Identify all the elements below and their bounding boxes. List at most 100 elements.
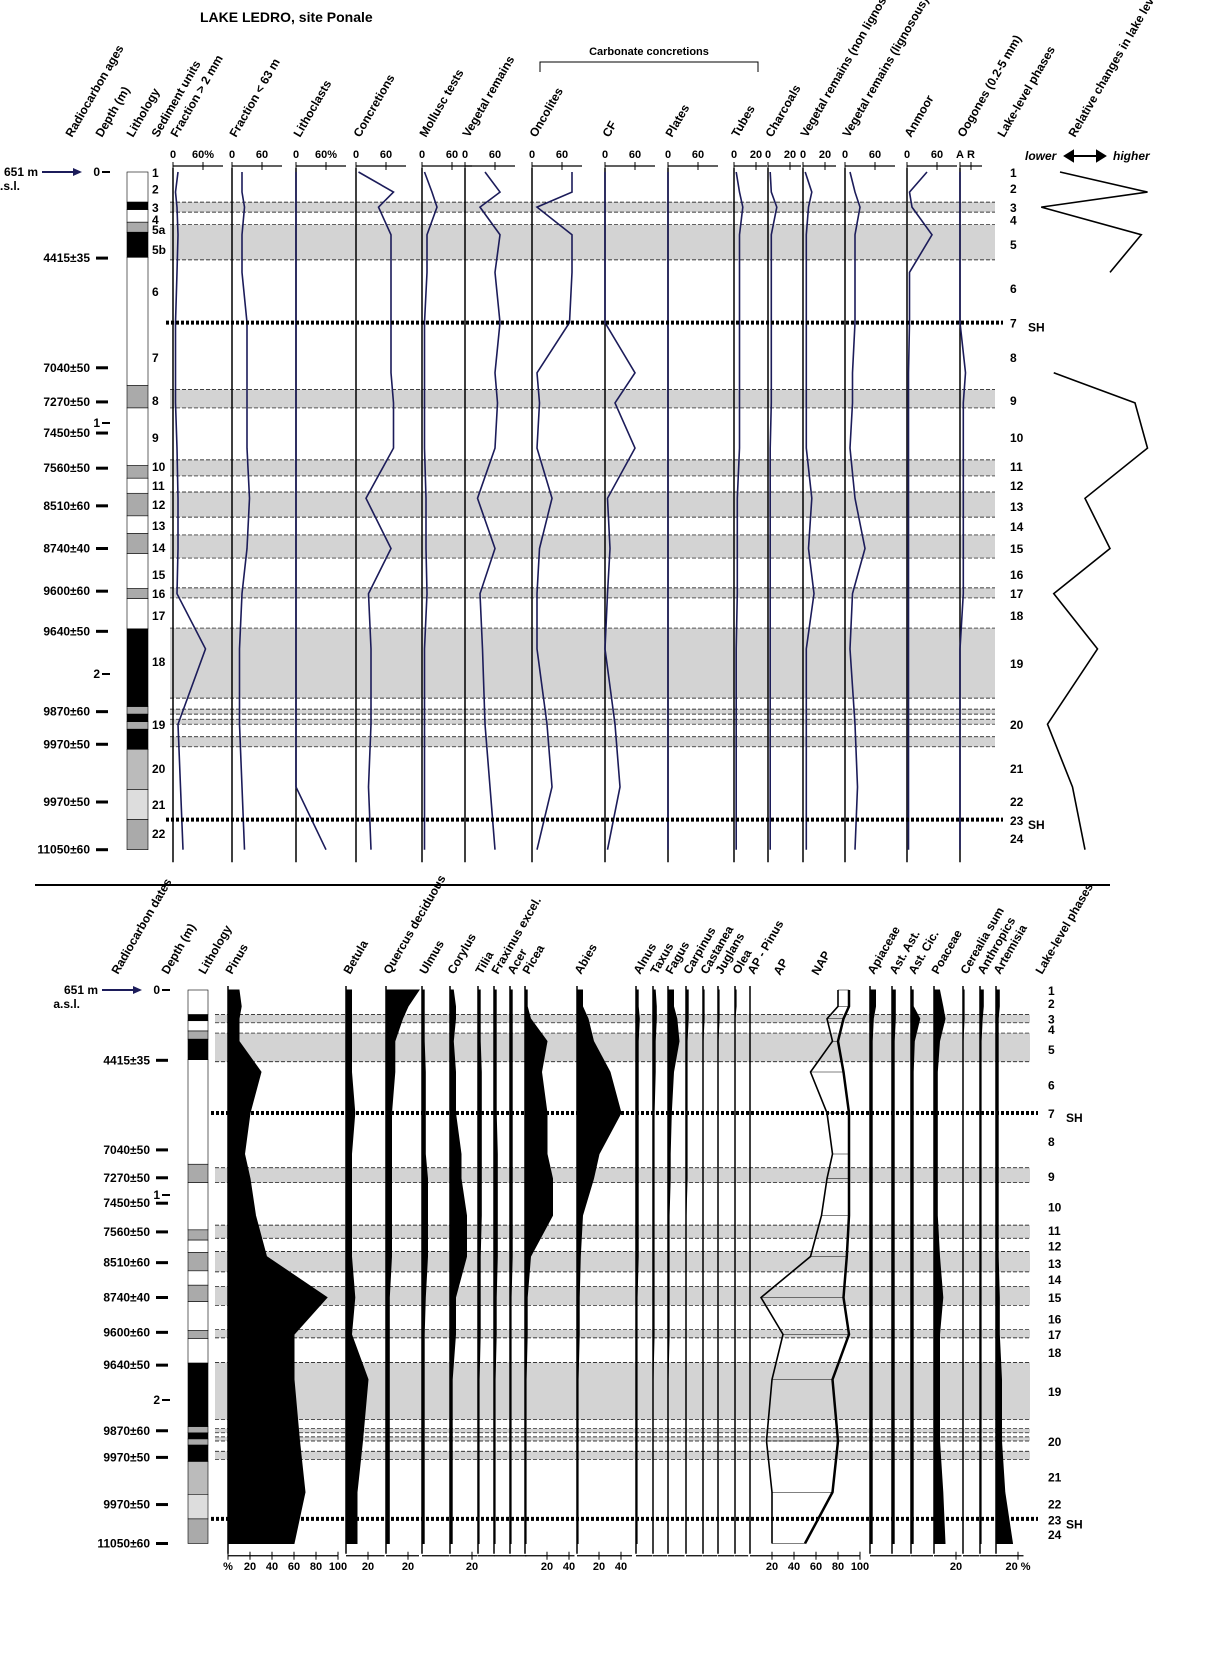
depth-tick-label: 1 [93, 416, 100, 430]
lake-phase-note: SH [1066, 1517, 1083, 1531]
lithology-segment [187, 989, 209, 1015]
radiocarbon-date: 7450±50 [103, 1196, 150, 1210]
sediment-unit: 5a [152, 223, 166, 237]
lake-phase: 17 [1010, 587, 1024, 601]
proxy-curve [959, 172, 967, 850]
lake-phase: 15 [1048, 1291, 1062, 1305]
column-header: Fraction < 63 m [226, 56, 282, 140]
sediment-unit: 22 [152, 827, 166, 841]
sediment-unit: 20 [152, 762, 166, 776]
x-tick-label: 0 [842, 149, 848, 161]
lithology-segment [187, 1163, 209, 1184]
x-tick-label: 0 [731, 149, 737, 161]
radiocarbon-date: 9870±60 [43, 705, 90, 719]
sediment-unit: 5b [152, 243, 166, 257]
radiocarbon-date: 9970±50 [103, 1450, 150, 1464]
shaded-band [170, 587, 995, 598]
radiocarbon-date: 8740±40 [103, 1291, 150, 1305]
sediment-unit: 19 [152, 718, 166, 732]
x-tick-label: 60 [931, 149, 943, 161]
column-header: Depth (m) [158, 921, 198, 976]
lake-phase: 19 [1010, 657, 1024, 671]
x-tick-label: % [223, 1561, 233, 1573]
lake-phase: 12 [1010, 479, 1024, 493]
lithology-segment [187, 1270, 209, 1286]
shaded-band [215, 1033, 1030, 1062]
pollen-curve [576, 989, 622, 1544]
x-tick-label: 60 [629, 149, 641, 161]
lithology-segment [126, 628, 149, 707]
pollen-curve [869, 989, 876, 1544]
lake-phase: 9 [1048, 1170, 1055, 1184]
pollen-curve [652, 989, 657, 1544]
lake-phase: 15 [1010, 542, 1024, 556]
radiocarbon-date: 9970±50 [103, 1498, 150, 1512]
pollen-curve [995, 989, 1014, 1544]
lithology-segment [187, 1030, 209, 1040]
lake-phase: 7 [1010, 317, 1017, 331]
radiocarbon-date: 7040±50 [103, 1143, 150, 1157]
radiocarbon-date: 11050±60 [37, 843, 90, 857]
lake-phase: 5 [1048, 1043, 1055, 1057]
x-tick-label: 0 [353, 149, 359, 161]
shaded-band [215, 1436, 1030, 1441]
radiocarbon-date: 7450±50 [43, 426, 90, 440]
lake-phase: 4 [1010, 214, 1017, 228]
lake-phase: 6 [1010, 282, 1017, 296]
x-tick-label: 20 [402, 1561, 414, 1573]
column-header: Abies [571, 941, 600, 977]
lake-phase: 8 [1010, 351, 1017, 365]
lake-phase: 13 [1010, 500, 1024, 514]
lake-phase: 14 [1048, 1273, 1062, 1287]
lithology-segment [126, 209, 149, 223]
shaded-band [170, 202, 995, 213]
column-header: Ulmus [416, 937, 447, 976]
lithology-segment [126, 515, 149, 534]
elevation-unit: a.s.l. [0, 179, 20, 193]
pollen-curve [910, 989, 921, 1544]
column-header: Plates [662, 102, 692, 140]
lake-phase: 18 [1010, 609, 1024, 623]
lithology-segment [187, 1518, 209, 1544]
lake-phase: 10 [1048, 1200, 1062, 1214]
x-tick-label: R [967, 149, 975, 161]
radiocarbon-date: 9970±50 [43, 795, 90, 809]
sediment-unit: 6 [152, 285, 159, 299]
sediment-unit: 17 [152, 609, 166, 623]
lake-phase: 3 [1048, 1013, 1055, 1027]
sediment-unit: 10 [152, 460, 166, 474]
x-tick-label: 0 [904, 149, 910, 161]
lithology-segment [126, 789, 149, 820]
lithology-segment [187, 1338, 209, 1364]
lake-phase: 23 [1048, 1513, 1062, 1527]
sediment-unit: 15 [152, 568, 166, 582]
lithology-segment [187, 1038, 209, 1060]
depth-tick-label: 0 [153, 983, 160, 997]
lake-level-curve [1046, 372, 1149, 850]
lake-phase: 21 [1048, 1471, 1062, 1485]
shaded-band [170, 459, 995, 476]
lithology-segment [126, 748, 149, 790]
proxy-curve [604, 172, 636, 850]
chart-title: LAKE LEDRO, site Ponale [200, 9, 373, 25]
lake-phase: 1 [1048, 984, 1055, 998]
x-tick-label: 0 [529, 149, 535, 161]
lithology-segment [126, 721, 149, 730]
pollen-curve [524, 989, 553, 1544]
lithology-segment [126, 492, 149, 517]
x-tick-label: 20 [593, 1561, 605, 1573]
lake-phase: 11 [1048, 1224, 1061, 1238]
sediment-unit: 4 [152, 213, 159, 227]
group-bracket [539, 61, 759, 72]
pollen-curve [962, 989, 965, 1544]
lake-phase: 20 [1048, 1435, 1062, 1449]
column-sublabel: NAP [808, 949, 833, 978]
proxy-curve [759, 990, 839, 1544]
shaded-band [215, 1225, 1030, 1239]
column-header: Tubes [728, 102, 758, 139]
sediment-unit: 11 [152, 479, 165, 493]
radiocarbon-date: 7270±50 [103, 1171, 150, 1185]
x-tick-label: 20 [541, 1561, 553, 1573]
lake-phase: 6 [1048, 1079, 1055, 1093]
lake-phase: 2 [1010, 182, 1017, 196]
